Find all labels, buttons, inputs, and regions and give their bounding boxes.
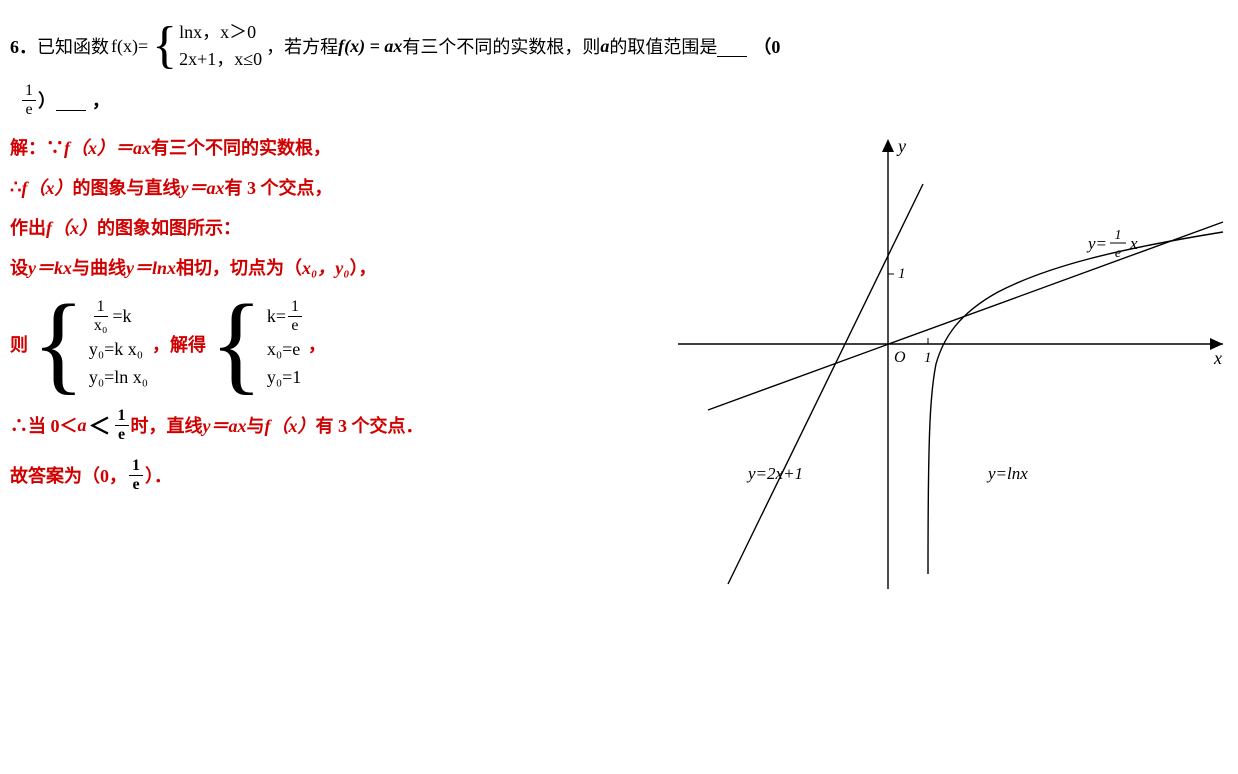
sys-label: 则 (10, 331, 28, 357)
l5-den: e (115, 426, 128, 444)
sol4g: ）， (350, 254, 377, 280)
answer-continuation: 1 e ） ， (20, 82, 1228, 118)
solution-line-2: ∴ f（x） 的图象与直线 y＝ax 有 3 个交点， (10, 174, 648, 200)
sol4c: 与曲线 (72, 254, 126, 280)
sol2e: 有 3 个交点， (224, 174, 332, 200)
sol3c: 的图象如图所示： (97, 214, 241, 240)
sol4d: y＝lnx (126, 254, 176, 280)
l5-num: 1 (115, 407, 129, 426)
sol1c: 有三个不同的实数根， (151, 134, 331, 160)
graph-panel: xyO11y=2x+1y=lnxy=1ex (668, 134, 1228, 599)
solution-line-3: 作出 f（x） 的图象如图所示： (10, 214, 648, 240)
svg-text:1: 1 (924, 350, 932, 366)
function-graph: xyO11y=2x+1y=lnxy=1ex (668, 134, 1228, 594)
problem-mid: ，若方程 (266, 33, 338, 59)
problem-mid2: 有三个不同的实数根，则 (402, 33, 600, 59)
answer-frac: 1 e (22, 82, 36, 118)
piece-2: 2x+1，x≤0 (179, 48, 262, 71)
piecewise-def: { lnx，x＞0 2x+1，x≤0 (152, 20, 262, 72)
answer-blank (717, 35, 747, 58)
sol5g: 有 3 个交点． (316, 412, 424, 438)
solution-line-5: ∴当 0＜ a ＜ 1 e 时，直线 y＝ax 与 f（x） 有 3 个交点． (10, 407, 648, 443)
svg-text:e: e (1115, 246, 1121, 261)
sol2b: f（x） (21, 174, 72, 200)
sol5d: y＝ax (203, 412, 247, 438)
l6-frac: 1 e (129, 457, 143, 493)
solution-line-6: 故答案为（0， 1 e ）． (10, 457, 648, 493)
svg-text:y=: y= (1086, 234, 1107, 253)
sol4e: 相切，切点为（ (176, 254, 302, 280)
left-brace-icon: { (152, 20, 177, 72)
l6-den: e (129, 476, 142, 494)
sol5c: 时，直线 (131, 412, 203, 438)
solution-column: 解：∵ f（x）＝ax 有三个不同的实数根， ∴ f（x） 的图象与直线 y＝a… (10, 134, 648, 507)
sol2d: y＝ax (180, 174, 224, 200)
sys1-row1: 1 x₀ =k (89, 298, 148, 334)
sys2-r1-lhs: k= (267, 305, 286, 328)
a-var: a (600, 36, 609, 57)
sol5a: ∴当 0＜ (10, 412, 78, 438)
svg-text:O: O (894, 349, 906, 366)
sol3a: 作出 (10, 214, 46, 240)
answer-comma: ， (92, 87, 110, 113)
sol5b: a (78, 415, 87, 436)
sys1-row2: y₀=k x₀ (89, 338, 148, 361)
l6-num: 1 (129, 457, 143, 476)
answer-frac-num: 1 (22, 82, 36, 101)
l5-frac: 1 e (115, 407, 129, 443)
sys1-r1-eq: =k (112, 305, 131, 328)
svg-text:1: 1 (1115, 228, 1122, 243)
sol1b: f（x）＝ax (64, 134, 151, 160)
sys2-row3: y₀=1 (267, 366, 304, 389)
sol3b: f（x） (46, 214, 97, 240)
system-1: { 1 x₀ =k y₀=k x₀ y₀=ln x₀ (32, 294, 148, 393)
sol4f: x₀，y₀ (302, 254, 350, 280)
sys1-r1-num: 1 (94, 298, 108, 317)
piece-1: lnx，x＞0 (179, 21, 262, 44)
sol4b: y＝kx (28, 254, 72, 280)
system-2: { k= 1 e x₀=e y₀=1 (210, 294, 304, 393)
answer-blank-2 (56, 89, 86, 112)
brace-icon: { (32, 294, 85, 393)
svg-text:x: x (1213, 348, 1222, 368)
sol4a: 设 (10, 254, 28, 280)
sys2-r1-frac: 1 e (288, 298, 302, 334)
sol1a: 解：∵ (10, 134, 64, 160)
sol5f: f（x） (265, 412, 316, 438)
sys2-r1-den: e (288, 317, 301, 335)
brace-icon-2: { (210, 294, 263, 393)
problem-prefix: 已知函数 (37, 33, 109, 59)
answer-frac-den: e (22, 101, 35, 119)
problem-number: 6． (10, 33, 37, 59)
svg-text:y=lnx: y=lnx (986, 464, 1028, 483)
problem-eqn: f(x) = ax (338, 36, 402, 57)
solution-line-4: 设 y＝kx 与曲线 y＝lnx 相切，切点为（ x₀，y₀ ）， (10, 254, 648, 280)
answer-close: ） (38, 87, 56, 113)
answer-open: （0 (753, 33, 780, 59)
svg-text:y=2x+1: y=2x+1 (746, 464, 803, 483)
sol2c: 的图象与直线 (72, 174, 180, 200)
problem-mid3: 的取值范围是 (609, 33, 717, 59)
sol5e: 与 (247, 412, 265, 438)
sol6a: 故答案为（0， (10, 462, 127, 488)
sys1-r1-frac: 1 x₀ (91, 298, 111, 334)
sol6b: ）． (145, 462, 172, 488)
fn-head: f(x)= (111, 36, 148, 57)
svg-text:x: x (1129, 234, 1138, 253)
lt-symbol: ＜ (89, 409, 111, 441)
sol2a: ∴ (10, 177, 21, 198)
solve-label: ，解得 (152, 331, 206, 357)
svg-text:y: y (896, 136, 906, 156)
sys2-row2: x₀=e (267, 338, 304, 361)
solution-line-1: 解：∵ f（x）＝ax 有三个不同的实数根， (10, 134, 648, 160)
sys2-r1-num: 1 (288, 298, 302, 317)
problem-statement: 6． 已知函数 f(x)= { lnx，x＞0 2x+1，x≤0 ，若方程 f(… (10, 20, 1228, 72)
sys2-row1: k= 1 e (267, 298, 304, 334)
svg-text:1: 1 (898, 266, 906, 282)
sys-end: ， (308, 331, 326, 357)
equation-systems: 则 { 1 x₀ =k y₀=k x₀ y₀=ln x₀ ，解得 (10, 294, 648, 393)
sys1-row3: y₀=ln x₀ (89, 366, 148, 389)
sys1-r1-den: x₀ (91, 317, 111, 335)
